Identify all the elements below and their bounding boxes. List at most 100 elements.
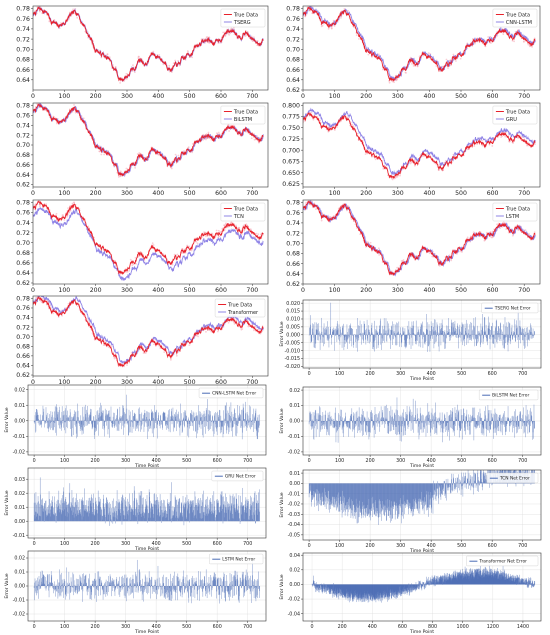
x-tick-label: 400 xyxy=(152,379,164,386)
data-point xyxy=(257,233,260,236)
data-point xyxy=(178,64,181,67)
data-point xyxy=(40,301,43,304)
x-tick-label: 100 xyxy=(329,287,341,294)
data-point xyxy=(253,36,255,39)
x-tick-label: 700 xyxy=(246,287,258,294)
data-point xyxy=(195,240,198,243)
legend: True Data CNN-LSTM xyxy=(492,8,538,28)
data-point xyxy=(486,231,488,234)
data-point xyxy=(73,201,75,204)
data-point xyxy=(378,254,381,256)
y-tick-label: -0.02 xyxy=(288,450,300,456)
x-tick-label: 600 xyxy=(488,371,497,377)
data-point xyxy=(310,111,313,114)
data-point xyxy=(168,64,171,67)
data-point xyxy=(428,252,431,255)
legend-box xyxy=(478,389,539,401)
data-point xyxy=(343,7,346,10)
legend-box xyxy=(220,202,266,222)
plot-area xyxy=(33,477,260,526)
y-tick-label: 0.76 xyxy=(286,210,300,217)
chart-panel-7: 0 100 200 300 400 500 600 700 0.62 0.64 0.66 0.68 0.… xyxy=(16,296,269,386)
legend-entry: TSERG Net Error xyxy=(494,306,531,312)
legend-box xyxy=(486,472,539,484)
y-tick-label: 0.68 xyxy=(286,57,300,64)
x-tick-label: 700 xyxy=(518,543,527,549)
data-point xyxy=(425,153,428,156)
x-tick-label: 100 xyxy=(60,624,69,630)
data-point xyxy=(396,175,399,178)
legend-box xyxy=(211,470,264,482)
data-point xyxy=(134,166,137,169)
x-tick-label: 500 xyxy=(455,190,467,197)
y-tick-label: 0.00 xyxy=(289,419,300,425)
data-point xyxy=(422,54,424,57)
chart-panel-9: 0 100 200 300 400 500 600 700 -0.02 -0.01 0.00 0.01… xyxy=(4,384,267,469)
y-tick-label: 0.62 xyxy=(16,372,30,379)
plot-area xyxy=(33,559,260,604)
error-bars xyxy=(308,302,535,352)
x-axis-label: Time Point xyxy=(134,546,159,552)
legend-box xyxy=(198,387,264,399)
x-axis-label: Time Point xyxy=(409,376,434,382)
y-tick-label: 0.005 xyxy=(286,325,300,331)
data-point xyxy=(66,215,69,218)
data-point xyxy=(186,50,189,52)
y-tick-label: 0.02 xyxy=(14,491,25,497)
data-point xyxy=(202,138,205,141)
y-tick-label: 0.74 xyxy=(286,220,300,227)
data-point xyxy=(411,62,413,65)
data-point xyxy=(205,138,207,141)
data-point xyxy=(333,25,336,27)
data-point xyxy=(204,41,207,44)
x-tick-label: 500 xyxy=(184,287,196,294)
y-tick-label: -0.02 xyxy=(288,597,300,603)
data-point xyxy=(244,35,247,38)
x-tick-label: 0 xyxy=(308,371,311,377)
data-point xyxy=(448,254,451,257)
plot-area xyxy=(33,296,264,368)
series-line-true-data xyxy=(33,6,264,83)
y-tick-label: 0.01 xyxy=(289,403,300,409)
data-point xyxy=(455,60,457,62)
data-point xyxy=(125,167,128,170)
y-tick-label: 0.625 xyxy=(282,181,300,188)
y-tick-label: 0.02 xyxy=(14,556,25,562)
x-tick-label: 100 xyxy=(60,458,69,464)
data-point xyxy=(168,70,171,73)
data-point xyxy=(491,145,494,147)
data-point xyxy=(203,231,205,234)
data-point xyxy=(36,103,38,105)
data-point xyxy=(39,6,42,8)
data-point xyxy=(133,71,136,74)
data-point xyxy=(487,36,490,38)
y-tick-label: 0.64 xyxy=(16,270,30,277)
x-tick-label: 600 xyxy=(488,543,497,549)
y-tick-label: 0.74 xyxy=(16,26,30,33)
chart-panel-4: 0 100 200 300 400 500 600 700 0.625 0.650 0.675 0.7… xyxy=(282,102,541,197)
data-point xyxy=(208,36,211,39)
data-point xyxy=(504,135,507,138)
data-point xyxy=(191,56,194,59)
x-tick-label: 700 xyxy=(518,371,527,377)
data-point xyxy=(320,219,323,222)
y-tick-label: 0.68 xyxy=(16,152,30,159)
x-tick-label: 400 xyxy=(152,541,161,547)
legend-entry: LSTM xyxy=(506,214,519,220)
y-tick-label: 0.78 xyxy=(286,200,300,207)
legend-entry: BiLSTM xyxy=(234,117,252,123)
y-tick-label: -0.03 xyxy=(288,512,300,518)
data-point xyxy=(323,22,326,25)
legend-box xyxy=(492,202,538,222)
y-tick-label: 0.76 xyxy=(16,210,30,217)
data-point xyxy=(333,128,336,131)
data-point xyxy=(250,137,253,140)
axes-frame xyxy=(302,5,541,91)
x-tick-label: 0 xyxy=(31,379,35,386)
y-tick-label: -0.01 xyxy=(288,491,300,497)
legend-entry: True Data xyxy=(505,206,530,212)
data-point xyxy=(235,224,237,227)
data-point xyxy=(211,232,213,235)
data-point xyxy=(158,344,160,347)
data-point xyxy=(233,322,236,325)
